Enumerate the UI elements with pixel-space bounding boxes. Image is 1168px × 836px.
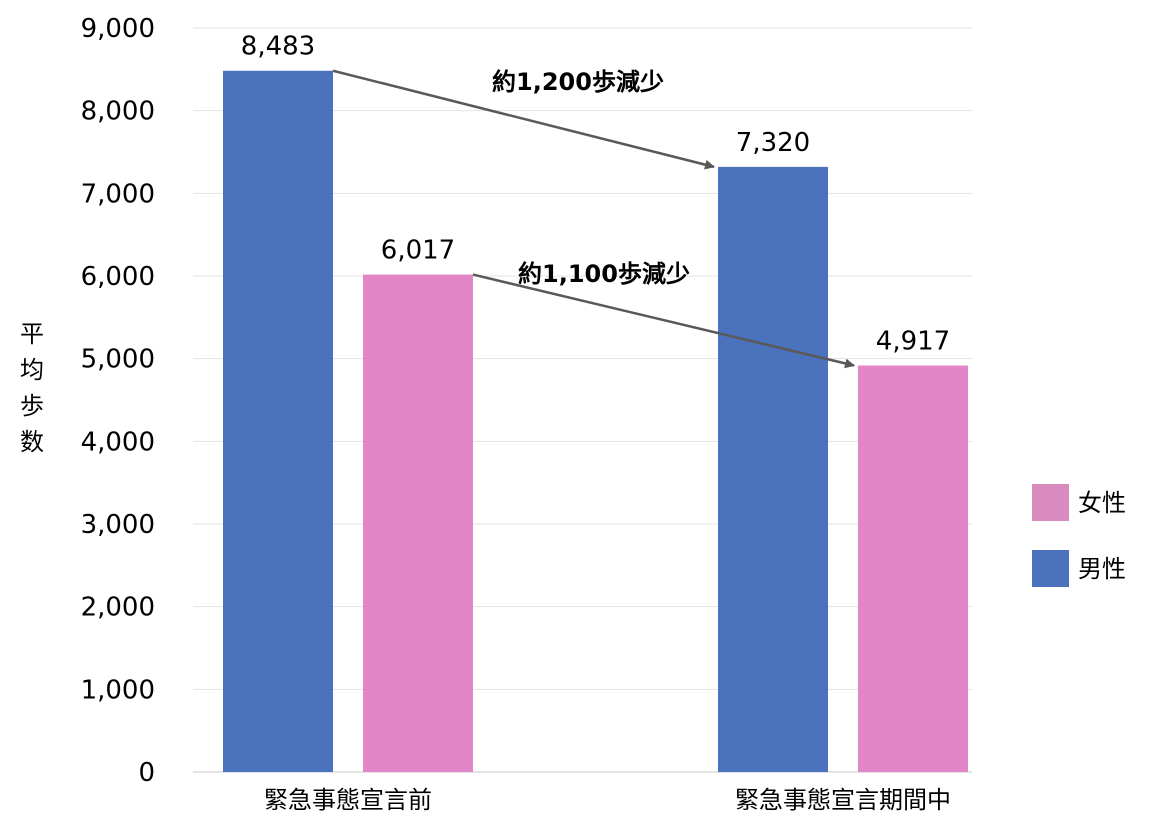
y-axis-label: 平均歩数 [20, 320, 44, 456]
y-axis-label-char: 歩 [20, 392, 44, 420]
y-axis-label-char: 数 [20, 428, 44, 456]
y-tick-label: 5,000 [81, 345, 155, 375]
annotation-arrow [332, 69, 715, 170]
y-axis: 0 1,000 2,000 3,000 4,000 5,000 6,000 7,000 8,00… [81, 14, 155, 788]
bar [223, 70, 333, 773]
data-labels: 8,483 7,320 6,017 4,917 [241, 32, 950, 357]
bar [363, 274, 473, 772]
annotation-text: 約1,100歩減少 [518, 260, 690, 288]
y-tick-label: 2,000 [81, 593, 155, 623]
category-label: 緊急事態宣言前 [264, 786, 432, 814]
legend-label: 男性 [1078, 555, 1126, 583]
y-tick-label: 3,000 [81, 510, 155, 540]
annotation-text: 約1,200歩減少 [492, 68, 664, 96]
annotation-arrow [472, 273, 855, 369]
data-label: 4,917 [876, 327, 950, 357]
data-label: 7,320 [736, 128, 810, 158]
y-tick-label: 6,000 [81, 262, 155, 292]
y-tick-label: 9,000 [81, 14, 155, 44]
legend-swatch [1032, 484, 1069, 521]
y-tick-label: 8,000 [81, 97, 155, 127]
y-tick-label: 0 [138, 758, 155, 788]
legend-label: 女性 [1078, 489, 1126, 517]
bars [223, 70, 968, 773]
legend-swatch [1032, 550, 1069, 587]
y-tick-label: 4,000 [81, 427, 155, 457]
category-label: 緊急事態宣言期間中 [735, 786, 951, 814]
y-tick-label: 7,000 [81, 179, 155, 209]
x-axis: 緊急事態宣言前 緊急事態宣言期間中 [264, 786, 951, 814]
y-tick-label: 1,000 [81, 675, 155, 705]
y-axis-label-char: 均 [20, 356, 44, 384]
data-label: 8,483 [241, 32, 315, 62]
bar [858, 365, 968, 772]
y-axis-label-char: 平 [20, 320, 44, 348]
data-label: 6,017 [381, 236, 455, 266]
bar [718, 166, 828, 772]
